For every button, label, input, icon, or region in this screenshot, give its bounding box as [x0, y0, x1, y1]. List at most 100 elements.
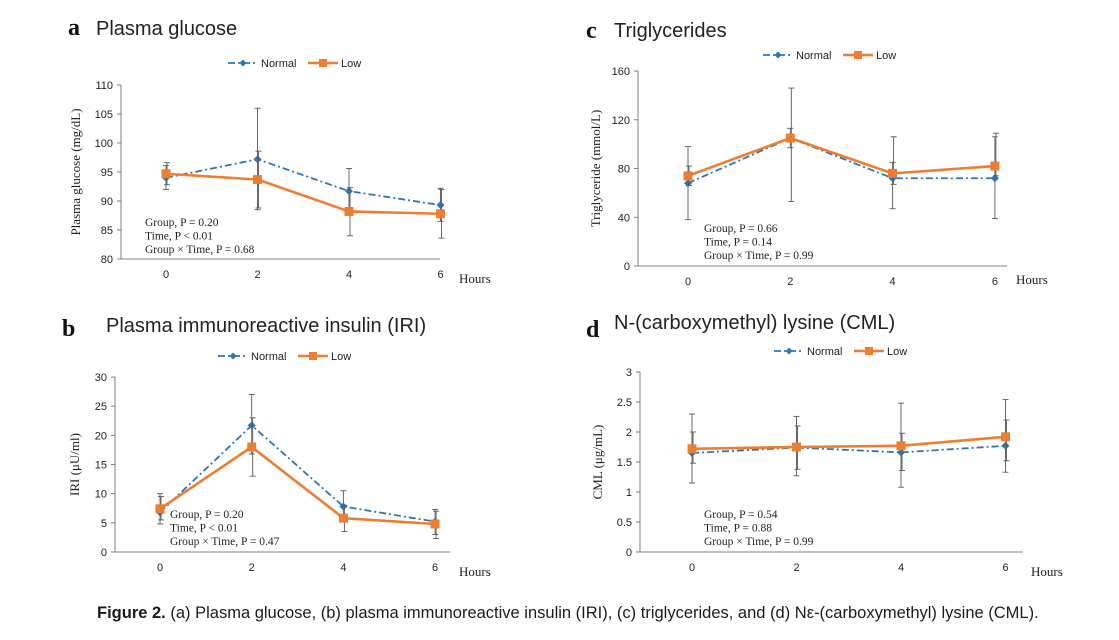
y-tick-label: 25: [95, 401, 107, 413]
y-tick-label: 40: [618, 212, 630, 224]
x-tick-label: 0: [685, 276, 691, 288]
legend-marker-normal: [239, 59, 247, 67]
data-point-low: [430, 519, 440, 529]
stats-line: Group × Time, P = 0.99: [704, 250, 814, 262]
stats-line: Group × Time, P = 0.68: [145, 244, 255, 256]
data-point-low: [253, 175, 262, 185]
error-bar-low: [788, 87, 795, 202]
panel-letter: a: [68, 15, 80, 41]
series-low: [161, 150, 445, 239]
x-tick-label: 2: [787, 276, 793, 288]
y-tick-label: 15: [95, 460, 107, 472]
data-point-low: [161, 169, 171, 179]
data-point-normal: [345, 187, 353, 196]
y-axis-label: CML (μg/mL): [590, 425, 605, 500]
y-tick-label: 20: [95, 430, 107, 442]
series-line-low: [165, 172, 441, 216]
legend-label-normal: Normal: [261, 58, 296, 70]
y-tick-label: 80: [618, 164, 630, 176]
caption-text: (a) Plasma glucose, (b) plasma immunorea…: [165, 604, 1039, 622]
y-tick-label: 80: [101, 254, 113, 266]
panel-letter: b: [62, 316, 75, 342]
y-axis-label: Plasma glucose (mg/dL): [68, 108, 83, 235]
data-point-normal: [247, 421, 256, 430]
data-point-low: [792, 442, 801, 452]
y-tick-label: 1.5: [617, 457, 632, 469]
data-point-low: [785, 133, 795, 143]
chart-title: Plasma immunoreactive insulin (IRI): [106, 315, 426, 337]
data-point-low: [155, 504, 165, 514]
chart-panel-b: b Plasma immunoreactive insulin (IRI) 0 5 10…: [62, 315, 491, 579]
legend-label-normal: Normal: [796, 50, 831, 62]
y-tick-label: 85: [101, 225, 113, 237]
stats-line: Time, P < 0.01: [145, 231, 213, 243]
data-point-normal: [253, 155, 262, 164]
legend-marker-low: [319, 59, 327, 67]
x-tick-label: 0: [689, 562, 695, 574]
legend-marker-low: [865, 347, 873, 355]
data-point-low: [687, 444, 697, 454]
data-point-low: [338, 513, 348, 523]
series-line-normal: [687, 137, 995, 184]
series-line-low: [691, 435, 1006, 451]
x-tick-label: 6: [437, 269, 443, 281]
y-tick-label: 120: [612, 115, 630, 127]
series-low: [683, 87, 1000, 202]
series-low: [155, 417, 440, 540]
stats-line: Time, P = 0.14: [704, 237, 772, 249]
figure-caption: Figure 2. (a) Plasma glucose, (b) plasma…: [97, 604, 1107, 623]
y-tick-label: 105: [95, 109, 113, 121]
y-tick-label: 95: [101, 167, 113, 179]
x-axis-label: Hours: [1016, 272, 1048, 287]
x-tick-label: 2: [793, 562, 799, 574]
x-tick-label: 4: [898, 562, 904, 574]
data-point-normal: [436, 201, 445, 210]
series-line-low: [687, 136, 995, 178]
data-point-low: [990, 161, 1000, 171]
stats-line: Group, P = 0.20: [170, 509, 244, 521]
x-tick-label: 0: [157, 562, 163, 574]
y-tick-label: 3: [626, 367, 632, 379]
y-tick-label: 160: [612, 66, 630, 78]
y-tick-label: 0: [101, 547, 107, 559]
legend-marker-normal: [229, 352, 237, 360]
x-tick-label: 2: [249, 562, 255, 574]
data-point-low: [436, 209, 445, 219]
data-point-low: [1001, 432, 1010, 442]
data-point-low: [896, 441, 906, 451]
error-bar-low: [899, 432, 905, 471]
x-tick-label: 6: [1002, 562, 1008, 574]
data-point-normal: [339, 502, 348, 511]
legend: Normal Low: [774, 346, 907, 358]
series-line-normal: [691, 444, 1006, 454]
stats-line: Group, P = 0.66: [704, 223, 778, 235]
x-tick-label: 4: [346, 269, 352, 281]
stats-line: Group, P = 0.54: [704, 509, 778, 521]
data-point-low: [888, 168, 898, 178]
data-point-low: [344, 206, 354, 216]
y-tick-label: 5: [101, 518, 107, 530]
panel-letter: d: [586, 317, 600, 343]
y-tick-label: 0: [626, 547, 632, 559]
x-axis-label: Hours: [1031, 564, 1063, 579]
legend-marker-low: [309, 352, 317, 360]
legend: Normal Low: [763, 50, 896, 62]
y-tick-label: 0.5: [617, 517, 632, 529]
legend-marker-low: [854, 51, 862, 59]
series-normal: [162, 107, 445, 222]
series-low: [687, 419, 1010, 471]
y-axis-label: IRI (μU/ml): [67, 433, 82, 496]
data-point-normal: [1001, 441, 1010, 450]
x-tick-label: 4: [890, 276, 896, 288]
data-point-normal: [897, 448, 905, 457]
series-line-normal: [159, 424, 436, 523]
series-normal: [684, 127, 999, 221]
series-normal: [688, 399, 1010, 488]
y-tick-label: 1: [626, 487, 632, 499]
x-tick-label: 2: [254, 269, 260, 281]
y-axis-label: Triglyceride (mmol/L): [588, 110, 603, 228]
